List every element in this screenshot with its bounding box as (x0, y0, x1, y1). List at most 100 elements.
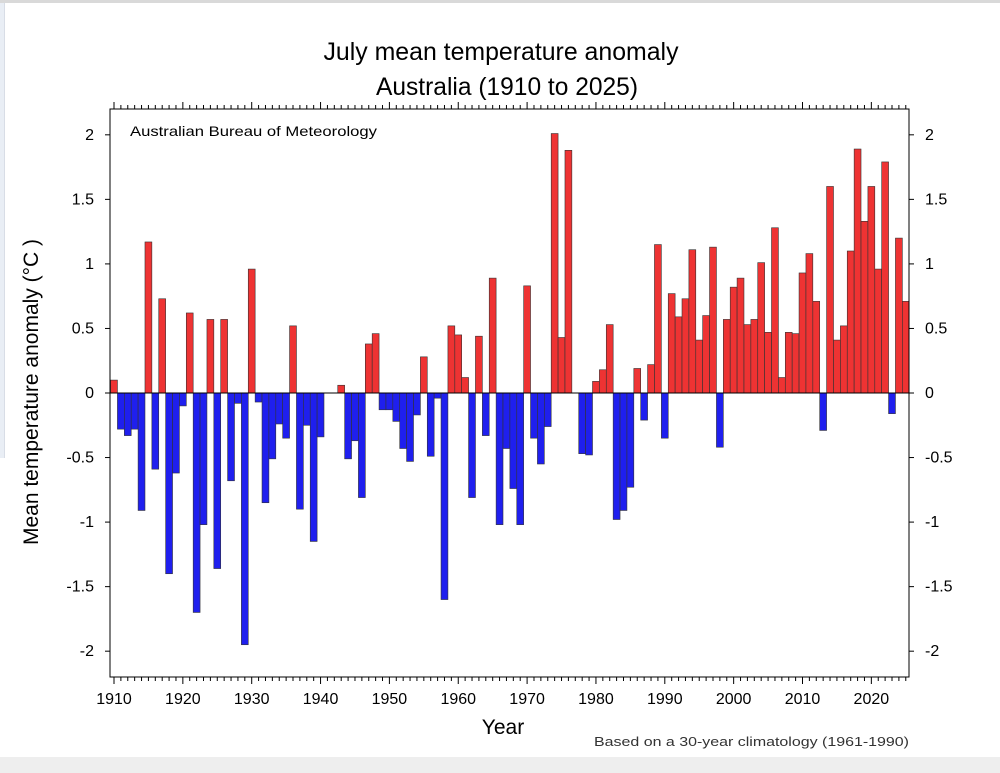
bar-1948 (371, 333, 380, 394)
bar-1995 (695, 339, 703, 394)
y-tick-label-left: -1 (80, 514, 94, 531)
bar-1997 (709, 246, 717, 394)
bar-1981 (599, 369, 607, 394)
bar-1937 (296, 392, 304, 510)
bar-1956 (426, 392, 435, 457)
y-axis-ticks: -2 -2 -1.5 -1.5 -1 -1 -0.5 -0.5 0 0 0.5 0.5 1 1 1.5 1.5… (66, 127, 952, 660)
bar-1978 (578, 392, 586, 454)
bar-2015 (833, 339, 841, 394)
bar-1958 (440, 392, 449, 600)
y-tick-label-left: 1.5 (72, 191, 94, 208)
y-tick-label-right: 0.5 (925, 320, 947, 337)
bar-1952 (399, 392, 407, 449)
bar-2014 (826, 186, 834, 394)
chart-title: July mean temperature anomaly (324, 38, 679, 66)
bar-2001 (736, 277, 745, 394)
x-tick-label: 1960 (440, 691, 476, 708)
y-axis-label: Mean temperature anomaly (°C ) (20, 239, 43, 545)
y-tick-label-right: -2 (925, 643, 939, 660)
bar-2013 (819, 392, 827, 431)
bar-2016 (840, 325, 848, 394)
bar-2003 (750, 319, 759, 394)
bar-1916 (151, 392, 160, 470)
bar-1970 (523, 285, 531, 394)
bar-2006 (771, 227, 779, 394)
bar-1959 (447, 325, 456, 394)
bar-1994 (688, 249, 697, 394)
bar-1951 (392, 392, 401, 422)
bar-1962 (468, 392, 476, 498)
temperature-anomaly-chart: July mean temperature anomaly Australia … (20, 38, 953, 749)
bar-1998 (716, 392, 724, 448)
bar-1965 (488, 277, 497, 394)
bar-2017 (846, 250, 855, 394)
bar-1983 (612, 392, 621, 520)
bar-1960 (454, 334, 462, 394)
bar-1923 (199, 392, 208, 525)
bar-1976 (564, 150, 573, 394)
bar-2019 (860, 221, 869, 394)
bar-1985 (626, 392, 635, 488)
chart-subtitle: Australia (1910 to 2025) (376, 73, 638, 101)
bar-1968 (509, 392, 518, 489)
bar-1915 (144, 241, 153, 394)
x-tick-label: 1920 (165, 691, 201, 708)
x-tick-label: 1990 (647, 691, 683, 708)
bar-2020 (867, 186, 876, 394)
bar-2010 (798, 272, 807, 394)
bar-2024 (895, 237, 903, 394)
bar-1926 (220, 319, 228, 394)
bar-1938 (303, 392, 311, 426)
climatology-note: Based on a 30-year climatology (1961-199… (594, 734, 909, 749)
left-panel-edge (0, 3, 5, 458)
bar-1969 (516, 392, 524, 525)
bar-1912 (124, 392, 132, 436)
bar-1996 (702, 315, 710, 394)
y-tick-label-right: -0.5 (925, 450, 953, 467)
bar-1973 (544, 392, 552, 427)
y-tick-label-left: -0.5 (66, 450, 94, 467)
bar-1963 (475, 335, 483, 394)
bar-1946 (358, 392, 366, 498)
bar-1972 (537, 392, 545, 465)
bar-1911 (117, 392, 125, 430)
bar-1925 (213, 392, 222, 569)
y-tick-label-right: 0 (925, 385, 934, 402)
y-tick-label-left: 0 (85, 385, 94, 402)
bar-1918 (165, 392, 173, 575)
bar-1988 (647, 364, 655, 394)
bar-2011 (805, 253, 814, 394)
bar-1993 (681, 298, 690, 394)
y-tick-label-right: 1 (925, 256, 934, 273)
y-tick-label-left: 1 (85, 256, 94, 273)
bar-2007 (778, 377, 786, 394)
bar-2005 (764, 332, 772, 394)
bar-1961 (461, 377, 469, 394)
x-tick-label: 1950 (372, 691, 408, 708)
y-tick-label-right: -1 (925, 514, 939, 531)
bar-2018 (853, 148, 862, 394)
bar-1992 (674, 316, 683, 394)
bar-1910 (110, 379, 118, 394)
bar-1971 (530, 392, 538, 439)
bar-1989 (654, 244, 662, 394)
bar-2002 (743, 324, 752, 394)
bar-1932 (261, 392, 270, 504)
window-top-border (0, 0, 1000, 3)
bar-1986 (633, 368, 642, 394)
bar-1924 (206, 319, 215, 394)
bar-1943 (337, 384, 345, 394)
bar-1950 (385, 392, 394, 411)
bar-1980 (592, 381, 600, 394)
bar-2022 (881, 161, 889, 394)
bar-1933 (268, 392, 277, 460)
bar-series (110, 133, 910, 646)
bar-1982 (605, 324, 614, 394)
x-tick-label: 1970 (509, 691, 545, 708)
bar-1936 (289, 325, 297, 394)
bar-1928 (234, 392, 242, 404)
bar-1984 (619, 392, 628, 511)
bar-2021 (874, 268, 882, 394)
y-tick-label-left: -1.5 (66, 579, 94, 596)
bar-1931 (254, 392, 263, 403)
